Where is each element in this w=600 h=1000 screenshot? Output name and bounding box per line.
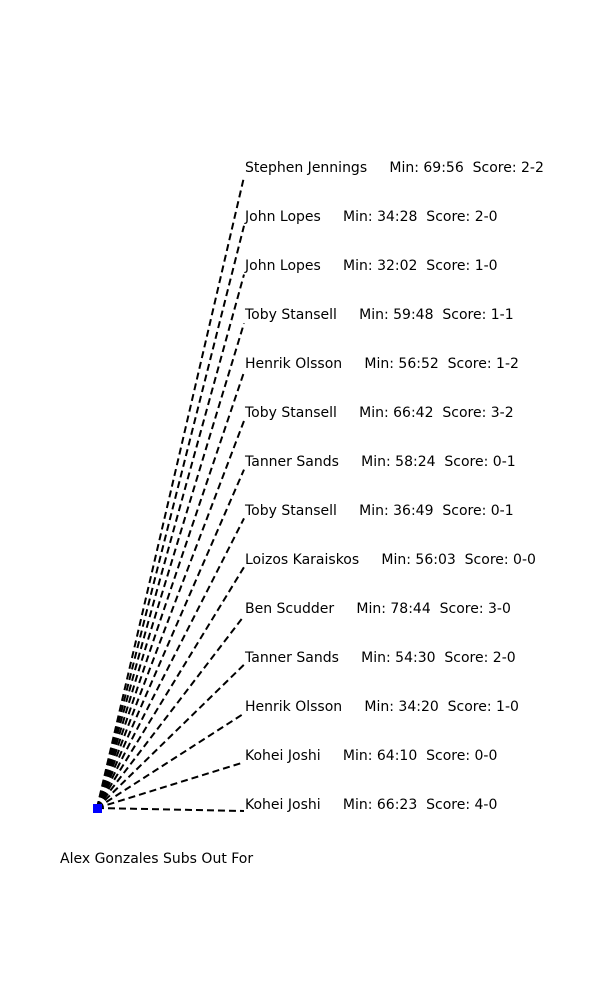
substitution-label: Henrik Olsson Min: 34:20 Score: 1-0 (245, 699, 519, 715)
substitution-label: Toby Stansell Min: 66:42 Score: 3-2 (244, 405, 514, 421)
connector-line (96, 712, 245, 809)
connector-line (96, 371, 245, 809)
origin-marker (93, 804, 102, 813)
connector-line (96, 469, 245, 809)
substitution-label: Tanner Sands Min: 54:30 Score: 2-0 (244, 650, 516, 666)
connector-line (96, 225, 245, 809)
substitution-label: John Lopes Min: 34:28 Score: 2-0 (244, 209, 498, 225)
substitution-label: Toby Stansell Min: 36:49 Score: 0-1 (244, 503, 514, 519)
connector-line (96, 517, 245, 809)
connector-line (96, 615, 245, 809)
connector-line (96, 663, 245, 809)
substitution-label: Kohei Joshi Min: 64:10 Score: 0-0 (245, 748, 497, 764)
substitution-label: John Lopes Min: 32:02 Score: 1-0 (244, 258, 498, 274)
substitution-label: Toby Stansell Min: 59:48 Score: 1-1 (244, 307, 514, 323)
connector-line (96, 807, 245, 812)
connector-line (96, 176, 245, 809)
connector-lines (96, 176, 245, 812)
substitution-label: Tanner Sands Min: 58:24 Score: 0-1 (244, 454, 516, 470)
substitution-label: Henrik Olsson Min: 56:52 Score: 1-2 (245, 356, 519, 372)
substitution-label: Stephen Jennings Min: 69:56 Score: 2-2 (245, 160, 544, 176)
substitution-label: Ben Scudder Min: 78:44 Score: 3-0 (245, 601, 511, 617)
connector-line (96, 274, 245, 809)
connector-line (96, 323, 245, 809)
substitution-labels: Stephen Jennings Min: 69:56 Score: 2-2 Jo… (244, 160, 544, 813)
connector-line (96, 761, 245, 809)
diagram-title: Alex Gonzales Subs Out For (60, 851, 253, 867)
substitution-label: Loizos Karaiskos Min: 56:03 Score: 0-0 (245, 552, 536, 568)
substitution-label: Kohei Joshi Min: 66:23 Score: 4-0 (245, 797, 497, 813)
connector-line (96, 420, 245, 809)
connector-line (96, 566, 245, 809)
